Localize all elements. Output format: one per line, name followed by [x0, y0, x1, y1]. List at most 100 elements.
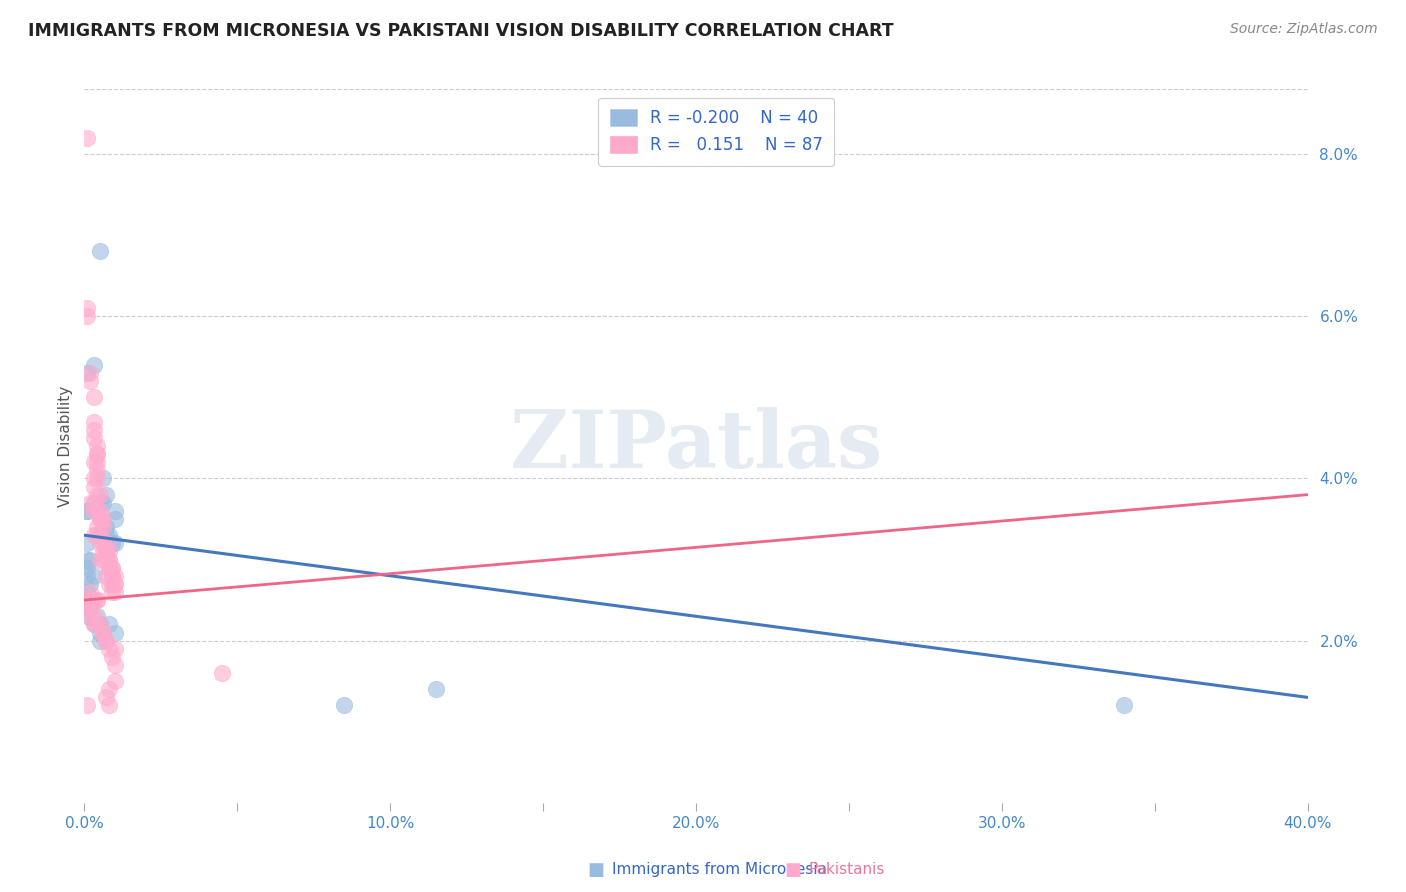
Point — [89, 244, 111, 259]
Text: Source: ZipAtlas.com: Source: ZipAtlas.com — [1230, 22, 1378, 37]
Point — [79, 577, 101, 591]
Point — [83, 593, 105, 607]
Point — [83, 568, 105, 582]
Point — [104, 577, 127, 591]
Point — [94, 633, 117, 648]
Text: ■: ■ — [588, 861, 605, 879]
Point — [89, 536, 111, 550]
Text: ■: ■ — [785, 861, 801, 879]
Point — [89, 633, 111, 648]
Point — [91, 544, 114, 558]
Point — [79, 593, 101, 607]
Point — [86, 593, 108, 607]
Point — [91, 496, 114, 510]
Point — [94, 633, 117, 648]
Point — [76, 131, 98, 145]
Point — [89, 617, 111, 632]
Point — [76, 536, 98, 550]
Point — [83, 617, 105, 632]
Point — [79, 496, 101, 510]
Point — [101, 649, 124, 664]
Point — [86, 439, 108, 453]
Point — [76, 585, 98, 599]
Point — [94, 488, 117, 502]
Point — [97, 560, 120, 574]
Point — [83, 471, 105, 485]
Point — [89, 496, 111, 510]
Point — [101, 585, 124, 599]
Point — [83, 431, 105, 445]
Point — [97, 552, 120, 566]
Point — [104, 625, 127, 640]
Point — [104, 585, 127, 599]
Point — [89, 512, 111, 526]
Point — [97, 682, 120, 697]
Point — [104, 568, 127, 582]
Point — [76, 301, 98, 315]
Point — [86, 447, 108, 461]
Point — [76, 310, 98, 324]
Point — [79, 552, 101, 566]
Point — [86, 463, 108, 477]
Point — [91, 512, 114, 526]
Point — [101, 560, 124, 574]
Point — [83, 479, 105, 493]
Point — [97, 544, 120, 558]
Point — [83, 358, 105, 372]
Point — [211, 666, 233, 681]
Point — [83, 617, 105, 632]
Point — [86, 609, 108, 624]
Text: Pakistanis: Pakistanis — [808, 863, 884, 877]
Point — [89, 617, 111, 632]
Point — [83, 496, 105, 510]
Point — [104, 674, 127, 689]
Point — [83, 593, 105, 607]
Point — [79, 374, 101, 388]
Text: Immigrants from Micronesia: Immigrants from Micronesia — [612, 863, 827, 877]
Point — [101, 560, 124, 574]
Point — [83, 455, 105, 469]
Point — [86, 617, 108, 632]
Point — [333, 698, 356, 713]
Point — [76, 504, 98, 518]
Point — [101, 577, 124, 591]
Point — [97, 698, 120, 713]
Point — [97, 552, 120, 566]
Point — [94, 544, 117, 558]
Point — [79, 601, 101, 615]
Y-axis label: Vision Disability: Vision Disability — [58, 385, 73, 507]
Point — [79, 585, 101, 599]
Point — [76, 552, 98, 566]
Point — [89, 552, 111, 566]
Point — [76, 366, 98, 380]
Point — [86, 447, 108, 461]
Point — [76, 698, 98, 713]
Point — [104, 512, 127, 526]
Point — [91, 625, 114, 640]
Point — [97, 641, 120, 656]
Point — [86, 455, 108, 469]
Point — [91, 552, 114, 566]
Point — [104, 536, 127, 550]
Point — [89, 504, 111, 518]
Point — [79, 593, 101, 607]
Point — [91, 536, 114, 550]
Point — [86, 520, 108, 534]
Point — [97, 617, 120, 632]
Point — [425, 682, 447, 697]
Point — [86, 488, 108, 502]
Point — [104, 657, 127, 672]
Point — [89, 625, 111, 640]
Point — [97, 577, 120, 591]
Point — [94, 536, 117, 550]
Point — [83, 528, 105, 542]
Point — [104, 641, 127, 656]
Point — [83, 423, 105, 437]
Point — [86, 504, 108, 518]
Point — [97, 560, 120, 574]
Point — [86, 593, 108, 607]
Point — [91, 625, 114, 640]
Point — [104, 504, 127, 518]
Point — [76, 504, 98, 518]
Point — [83, 504, 105, 518]
